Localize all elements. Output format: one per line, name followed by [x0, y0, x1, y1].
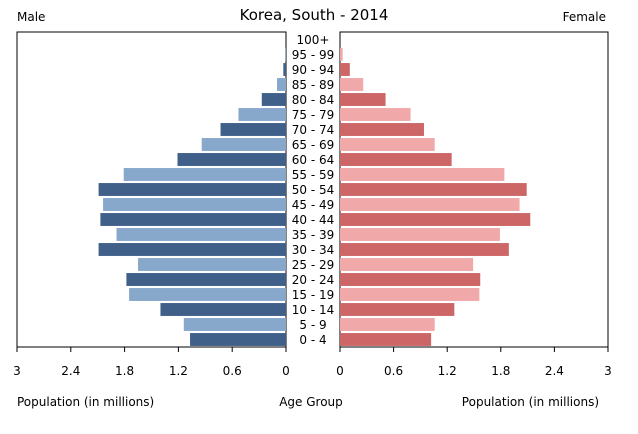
male-bar — [285, 48, 286, 61]
female-bar — [340, 243, 509, 256]
male-bar — [177, 153, 286, 166]
male-bar — [103, 198, 286, 211]
male-bar — [116, 228, 286, 241]
female-tick-label: 1.2 — [438, 364, 457, 378]
age-group-label: 90 - 94 — [292, 63, 335, 77]
female-tick-label: 2.4 — [545, 364, 564, 378]
male-bar — [183, 318, 286, 331]
age-group-label: 95 - 99 — [292, 48, 335, 62]
female-bar — [340, 123, 424, 136]
male-bar — [129, 288, 286, 301]
age-group-label: 70 - 74 — [292, 123, 335, 137]
female-bar — [340, 48, 343, 61]
male-panel — [16, 31, 287, 348]
age-group-label: Age Group — [279, 395, 343, 409]
age-group-label: 40 - 44 — [292, 213, 335, 227]
male-tick-label: 0.6 — [223, 364, 242, 378]
female-tick-label: 3 — [604, 364, 612, 378]
chart-title: Korea, South - 2014 — [240, 6, 389, 24]
age-group-label: 45 - 49 — [292, 198, 335, 212]
x-axis-ticks: 3 2.4 1.8 1.2 0.6 0 0 0.6 1.2 1.8 2.4 3 — [13, 347, 612, 378]
male-bar — [123, 168, 286, 181]
male-bar — [98, 243, 286, 256]
age-group-label: 85 - 89 — [292, 78, 335, 92]
age-group-label: 0 - 4 — [299, 333, 326, 347]
age-group-label: 35 - 39 — [292, 228, 335, 242]
x-axis-label-right: Population (in millions) — [462, 395, 599, 409]
male-bar — [201, 138, 286, 151]
male-bar — [261, 93, 286, 106]
male-bar — [220, 123, 286, 136]
female-panel — [339, 31, 609, 348]
female-label: Female — [563, 10, 606, 24]
male-bar — [160, 303, 286, 316]
female-bar — [340, 78, 364, 91]
female-bar — [340, 288, 480, 301]
male-tick-label: 2.4 — [61, 364, 80, 378]
female-bar — [340, 183, 527, 196]
male-bar — [98, 183, 286, 196]
female-bar — [340, 273, 481, 286]
age-group-label: 75 - 79 — [292, 108, 335, 122]
age-group-label: 55 - 59 — [292, 168, 335, 182]
male-tick-label: 1.8 — [115, 364, 134, 378]
male-tick-label: 0 — [282, 364, 290, 378]
female-bar — [340, 318, 435, 331]
age-group-label: 15 - 19 — [292, 288, 335, 302]
male-bar — [277, 78, 286, 91]
female-bar — [340, 198, 520, 211]
age-group-label: 60 - 64 — [292, 153, 335, 167]
male-bar — [100, 213, 286, 226]
x-axis-label-left: Population (in millions) — [17, 395, 154, 409]
male-bar — [126, 273, 286, 286]
female-bar — [340, 63, 350, 76]
female-tick-label: 0 — [336, 364, 344, 378]
female-bar — [340, 153, 452, 166]
age-group-label: 10 - 14 — [292, 303, 335, 317]
female-bar — [340, 333, 432, 346]
female-bar — [340, 168, 505, 181]
female-tick-label: 0.6 — [384, 364, 403, 378]
female-tick-label: 1.8 — [491, 364, 510, 378]
male-tick-label: 1.2 — [169, 364, 188, 378]
age-group-label: 20 - 24 — [292, 273, 335, 287]
male-bar — [238, 108, 286, 121]
age-group-label: 100+ — [297, 33, 330, 47]
age-group-label: 25 - 29 — [292, 258, 335, 272]
female-bar — [340, 138, 435, 151]
female-bar — [340, 303, 455, 316]
male-bar — [283, 63, 286, 76]
female-bar — [340, 108, 411, 121]
female-bar — [340, 93, 386, 106]
male-tick-label: 3 — [13, 364, 21, 378]
male-bar — [190, 333, 286, 346]
female-bar — [340, 258, 474, 271]
age-group-label: 50 - 54 — [292, 183, 335, 197]
female-bar — [340, 228, 500, 241]
age-group-label: 80 - 84 — [292, 93, 335, 107]
age-group-label: 30 - 34 — [292, 243, 335, 257]
male-label: Male — [17, 10, 45, 24]
male-bar — [138, 258, 286, 271]
female-bar — [340, 213, 531, 226]
age-group-label: 5 - 9 — [299, 318, 326, 332]
age-group-label: 65 - 69 — [292, 138, 335, 152]
